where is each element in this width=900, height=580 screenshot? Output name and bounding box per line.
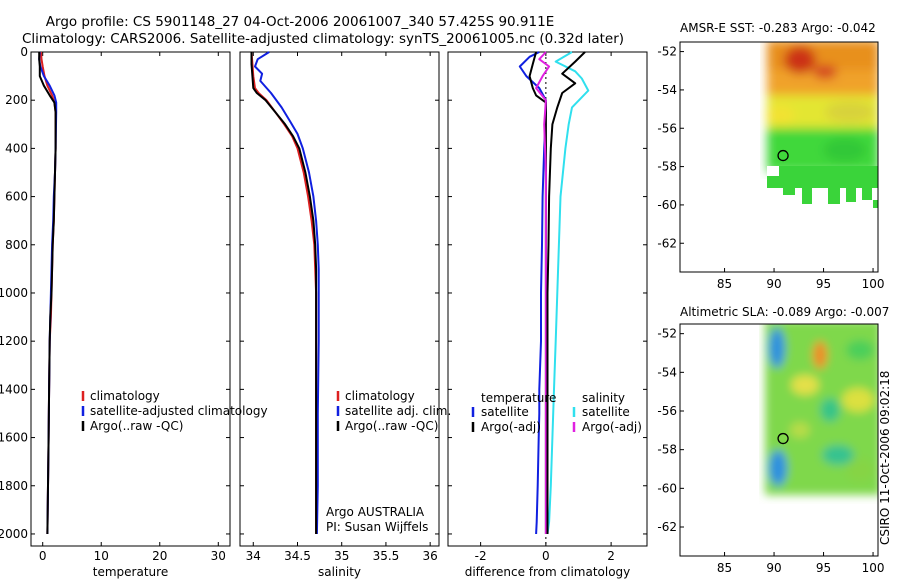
- temperature-ytick-label: 800: [5, 238, 28, 252]
- salinity-series-line: [250, 52, 318, 534]
- legend-header-salinity: salinity: [582, 391, 625, 405]
- timestamp-stamp: CSIRO 11-Oct-2006 09:02:18: [878, 371, 892, 545]
- salinity-xtick-label: 35: [334, 549, 349, 563]
- salinity-xtick-label: 36: [423, 549, 438, 563]
- temperature-ytick-label: 400: [5, 141, 28, 155]
- sla_map-xtick-label: 100: [862, 561, 885, 575]
- difference-xtick-label: 0: [542, 549, 550, 563]
- temperature-xtick-label: 20: [152, 549, 167, 563]
- difference-axes-box: [447, 51, 648, 547]
- sst_map-axes-box: [679, 41, 879, 273]
- sla_map-ytick-label: -52: [657, 327, 677, 341]
- sla_map-xtick-label: 85: [717, 561, 732, 575]
- sst_map-ytick-label: -56: [657, 121, 677, 135]
- temperature-panel: 0 10 20 30 0 200 400 600 800 1000 1200 1400 1600 1800…: [0, 45, 268, 579]
- difference-series-line: [518, 51, 547, 535]
- temperature-legend-label: climatology: [90, 389, 160, 403]
- temperature-ytick-label: 1000: [0, 286, 28, 300]
- difference-xtick-label: -2: [475, 549, 487, 563]
- sst_map-ytick-label: -62: [657, 236, 677, 250]
- legend-header-temperature: temperature: [481, 391, 556, 405]
- sla_map-title: Altimetric SLA: -0.089 Argo: -0.007: [680, 305, 889, 319]
- temperature-series-line: [38, 52, 57, 535]
- salinity-legend-label: climatology: [345, 389, 415, 403]
- temperature-xtick-label: 0: [39, 549, 47, 563]
- sla_map-float-marker: [777, 432, 789, 445]
- float-annotation: Argo AUSTRALIA: [326, 505, 425, 519]
- salinity-legend-label: Argo(..raw -QC): [345, 419, 438, 433]
- difference-legend-label: Argo(-adj): [481, 420, 541, 434]
- sla_map-axes-box: [679, 323, 879, 557]
- sst_map-xtick-label: 90: [766, 277, 781, 291]
- salinity-axes-box: [239, 51, 440, 547]
- temperature-ytick-label: 600: [5, 190, 28, 204]
- temperature-legend-label: satellite-adjusted climatology: [90, 404, 268, 418]
- sst_map-xtick-label: 85: [717, 277, 732, 291]
- difference-series-line: [546, 51, 590, 535]
- sla-field: [765, 324, 878, 495]
- temperature-ytick-label: 1200: [0, 334, 28, 348]
- sla_map-ytick-label: -62: [657, 520, 677, 534]
- salinity-series-line: [250, 51, 318, 534]
- sst_map-ytick-label: -52: [657, 45, 677, 59]
- sla_map-ytick-label: -60: [657, 481, 677, 495]
- sst_map-xtick-label: 100: [862, 277, 885, 291]
- temperature-ytick-label: 2000: [0, 527, 28, 541]
- sst_map-ytick-label: -60: [657, 198, 677, 212]
- sla_map-ytick-label: -58: [657, 443, 677, 457]
- temperature-ytick-label: 1800: [0, 479, 28, 493]
- sst-map-panel: AMSR-E SST: -0.283 Argo: -0.042 85 90 95 100…: [657, 21, 884, 291]
- temperature-ytick-label: 0: [20, 45, 28, 59]
- temperature-ytick-label: 1600: [0, 431, 28, 445]
- salinity-xtick-label: 34.5: [284, 549, 311, 563]
- temperature-ytick-label: 1400: [0, 382, 28, 396]
- difference-series-line: [546, 51, 586, 534]
- difference-legend-label: Argo(-adj): [582, 420, 642, 434]
- temperature-ytick-label: 200: [5, 93, 28, 107]
- salinity-xlabel: salinity: [318, 565, 361, 579]
- temperature-xtick-label: 10: [94, 549, 109, 563]
- sst_map-float-marker: [777, 149, 789, 162]
- salinity-xtick-label: 35.5: [373, 549, 400, 563]
- difference-xtick-label: 2: [607, 549, 615, 563]
- salinity-panel: 34 34.5 35 35.5 36 salinity climatologysatelli…: [239, 51, 451, 579]
- sla_map-ytick-label: -54: [657, 365, 677, 379]
- sst_map-ytick-label: -54: [657, 83, 677, 97]
- difference-panel: -2 0 2 difference from climatology temperatu…: [447, 51, 648, 579]
- difference-xlabel: difference from climatology: [465, 565, 631, 579]
- temperature-xlabel: temperature: [93, 565, 168, 579]
- temperature-legend-label: Argo(..raw -QC): [90, 419, 183, 433]
- salinity-legend-label: satellite adj. clim.: [345, 404, 451, 418]
- figure-title-line2: Climatology: CARS2006. Satellite-adjuste…: [22, 31, 624, 47]
- difference-series-line: [535, 51, 551, 534]
- sst_map-ytick-label: -58: [657, 160, 677, 174]
- difference-legend-label: satellite: [582, 405, 630, 419]
- temperature-xtick-label: 30: [211, 549, 226, 563]
- sla-map-panel: Altimetric SLA: -0.089 Argo: -0.007 85 90 9…: [657, 305, 889, 575]
- sla_map-ytick-label: -56: [657, 404, 677, 418]
- sst_map-title: AMSR-E SST: -0.283 Argo: -0.042: [680, 21, 876, 35]
- float-annotation: PI: Susan Wijffels: [326, 520, 428, 534]
- sst_map-xtick-label: 95: [816, 277, 831, 291]
- salinity-series-line: [254, 51, 320, 535]
- sla_map-xtick-label: 95: [816, 561, 831, 575]
- figure-title-line1: Argo profile: CS 5901148_27 04-Oct-2006 …: [46, 14, 554, 30]
- temperature-axes-box: [30, 51, 231, 547]
- sst-field: [766, 42, 878, 208]
- sla_map-xtick-label: 90: [766, 561, 781, 575]
- salinity-xtick-label: 34: [246, 549, 261, 563]
- difference-legend-label: satellite: [481, 405, 529, 419]
